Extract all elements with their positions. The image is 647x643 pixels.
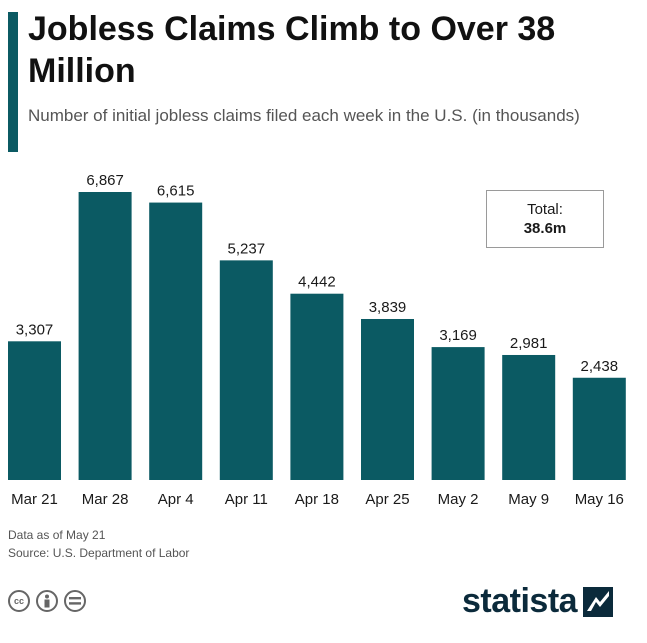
chart-subtitle: Number of initial jobless claims filed e… bbox=[28, 106, 580, 125]
value-label: 4,442 bbox=[298, 274, 336, 291]
bar-may-16 bbox=[572, 377, 626, 480]
bar-may-9 bbox=[502, 354, 556, 480]
value-label: 2,981 bbox=[510, 335, 548, 352]
nd-icon[interactable] bbox=[64, 590, 86, 612]
value-label: 2,438 bbox=[581, 358, 619, 375]
cc-icon[interactable]: cc bbox=[8, 590, 30, 612]
total-value: 38.6m bbox=[523, 220, 567, 237]
accent-bar bbox=[8, 12, 18, 152]
x-tick-label: May 16 bbox=[575, 491, 624, 508]
bar-chart: 3,307 Mar 21 6,867 Mar 28 6,615 Apr 4 5,237 Apr… bbox=[8, 172, 626, 508]
bar-may-2 bbox=[431, 347, 485, 480]
bar-mar-28 bbox=[78, 192, 132, 480]
bar-apr-18 bbox=[290, 293, 344, 480]
x-tick-label: Apr 11 bbox=[225, 491, 268, 508]
value-label: 6,867 bbox=[86, 172, 124, 189]
bar-apr-4 bbox=[149, 202, 203, 481]
source-line: Source: U.S. Department of Labor bbox=[8, 546, 190, 560]
statista-logo-icon bbox=[583, 586, 614, 617]
statista-brand[interactable]: statista bbox=[462, 582, 614, 621]
x-tick-label: May 2 bbox=[438, 491, 479, 508]
by-icon[interactable] bbox=[36, 590, 58, 612]
bar-mar-21 bbox=[8, 341, 61, 480]
value-label: 3,307 bbox=[16, 321, 54, 338]
value-label: 5,237 bbox=[228, 240, 266, 257]
x-tick-label: Mar 28 bbox=[82, 491, 129, 508]
data-as-of: Data as of May 21 bbox=[8, 528, 106, 542]
value-label: 3,169 bbox=[439, 327, 477, 344]
x-tick-label: Apr 18 bbox=[295, 491, 339, 508]
bar-apr-25 bbox=[361, 318, 414, 480]
x-tick-label: Mar 21 bbox=[11, 491, 58, 508]
license-icons: cc bbox=[8, 590, 86, 612]
x-tick-label: Apr 25 bbox=[365, 491, 409, 508]
value-label: 3,839 bbox=[369, 299, 407, 316]
chart-title: Jobless Claims Climb to Over 38 Million bbox=[28, 10, 556, 90]
total-label: Total: bbox=[527, 201, 563, 218]
x-tick-label: May 9 bbox=[508, 491, 549, 508]
footer-note: Data as of May 21 Source: U.S. Departmen… bbox=[8, 526, 189, 562]
value-label: 6,615 bbox=[157, 183, 195, 200]
brand-wordmark: statista bbox=[462, 582, 578, 620]
x-tick-label: Apr 4 bbox=[158, 491, 194, 508]
bar-apr-11 bbox=[219, 260, 273, 480]
total-box: Total: 38.6m bbox=[486, 190, 604, 248]
